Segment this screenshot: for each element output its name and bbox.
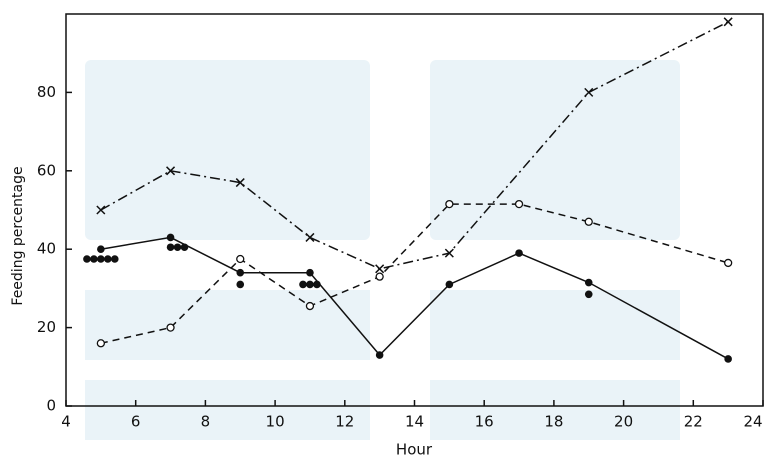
marker-dot [299, 280, 307, 289]
x-tick-label: 14 [405, 413, 424, 431]
x-tick-label: 20 [614, 413, 633, 431]
marker-dot [90, 255, 98, 263]
marker-dot [166, 233, 175, 242]
marker-x [305, 232, 315, 242]
marker-dot [97, 255, 105, 263]
marker-dot [97, 245, 105, 253]
x-tick-label: 18 [544, 413, 563, 431]
marker-open-circle [166, 323, 175, 332]
marker-dot [104, 255, 112, 263]
marker-open-circle [514, 199, 524, 209]
x-axis-label: Hour [396, 441, 433, 459]
marker-dot [236, 268, 245, 277]
marker-open-circle [445, 199, 454, 209]
y-axis-label: Feeding percentage [10, 166, 26, 305]
series-line [100, 21, 729, 270]
marker-dot [584, 290, 593, 299]
marker-dot [584, 278, 593, 287]
marker-dot [180, 243, 189, 252]
marker-open-circle [724, 258, 733, 268]
marker-dot [110, 255, 119, 263]
marker-dot [236, 280, 245, 289]
x-tick-label: 8 [201, 413, 211, 431]
watermark [85, 60, 680, 440]
marker-x [375, 264, 385, 274]
marker-open-circle [584, 217, 593, 226]
marker-dot [515, 249, 523, 257]
marker-dot [445, 280, 454, 289]
y-tick-label: 0 [46, 397, 56, 415]
y-tick-label: 40 [37, 240, 56, 258]
y-tick-label: 80 [37, 83, 56, 101]
x-tick-label: 6 [131, 413, 141, 431]
marker-x [235, 178, 245, 188]
x-tick-label: 22 [684, 413, 703, 431]
marker-dot [313, 280, 321, 289]
marker-x [96, 205, 106, 215]
marker-dot [375, 351, 384, 359]
marker-dot [306, 280, 314, 289]
marker-x [723, 17, 733, 27]
marker-x [444, 248, 454, 258]
y-tick-label: 20 [37, 318, 56, 336]
y-tick-label: 60 [37, 161, 56, 179]
x-tick-label: 4 [61, 413, 71, 431]
x-tick-label: 10 [266, 413, 285, 431]
marker-dot [173, 243, 182, 252]
marker-open-circle [305, 301, 315, 311]
marker-open-circle [96, 339, 105, 348]
marker-x [166, 166, 176, 176]
marker-open-circle [236, 254, 245, 264]
marker-x [584, 87, 594, 97]
marker-dot [166, 243, 175, 252]
marker-dot [83, 255, 91, 263]
x-tick-label: 12 [335, 413, 354, 431]
x-tick-label: 16 [475, 413, 494, 431]
x-tick-label: 24 [743, 413, 762, 431]
marker-open-circle [375, 272, 384, 281]
marker-dot [724, 355, 732, 363]
marker-dot [306, 268, 314, 277]
